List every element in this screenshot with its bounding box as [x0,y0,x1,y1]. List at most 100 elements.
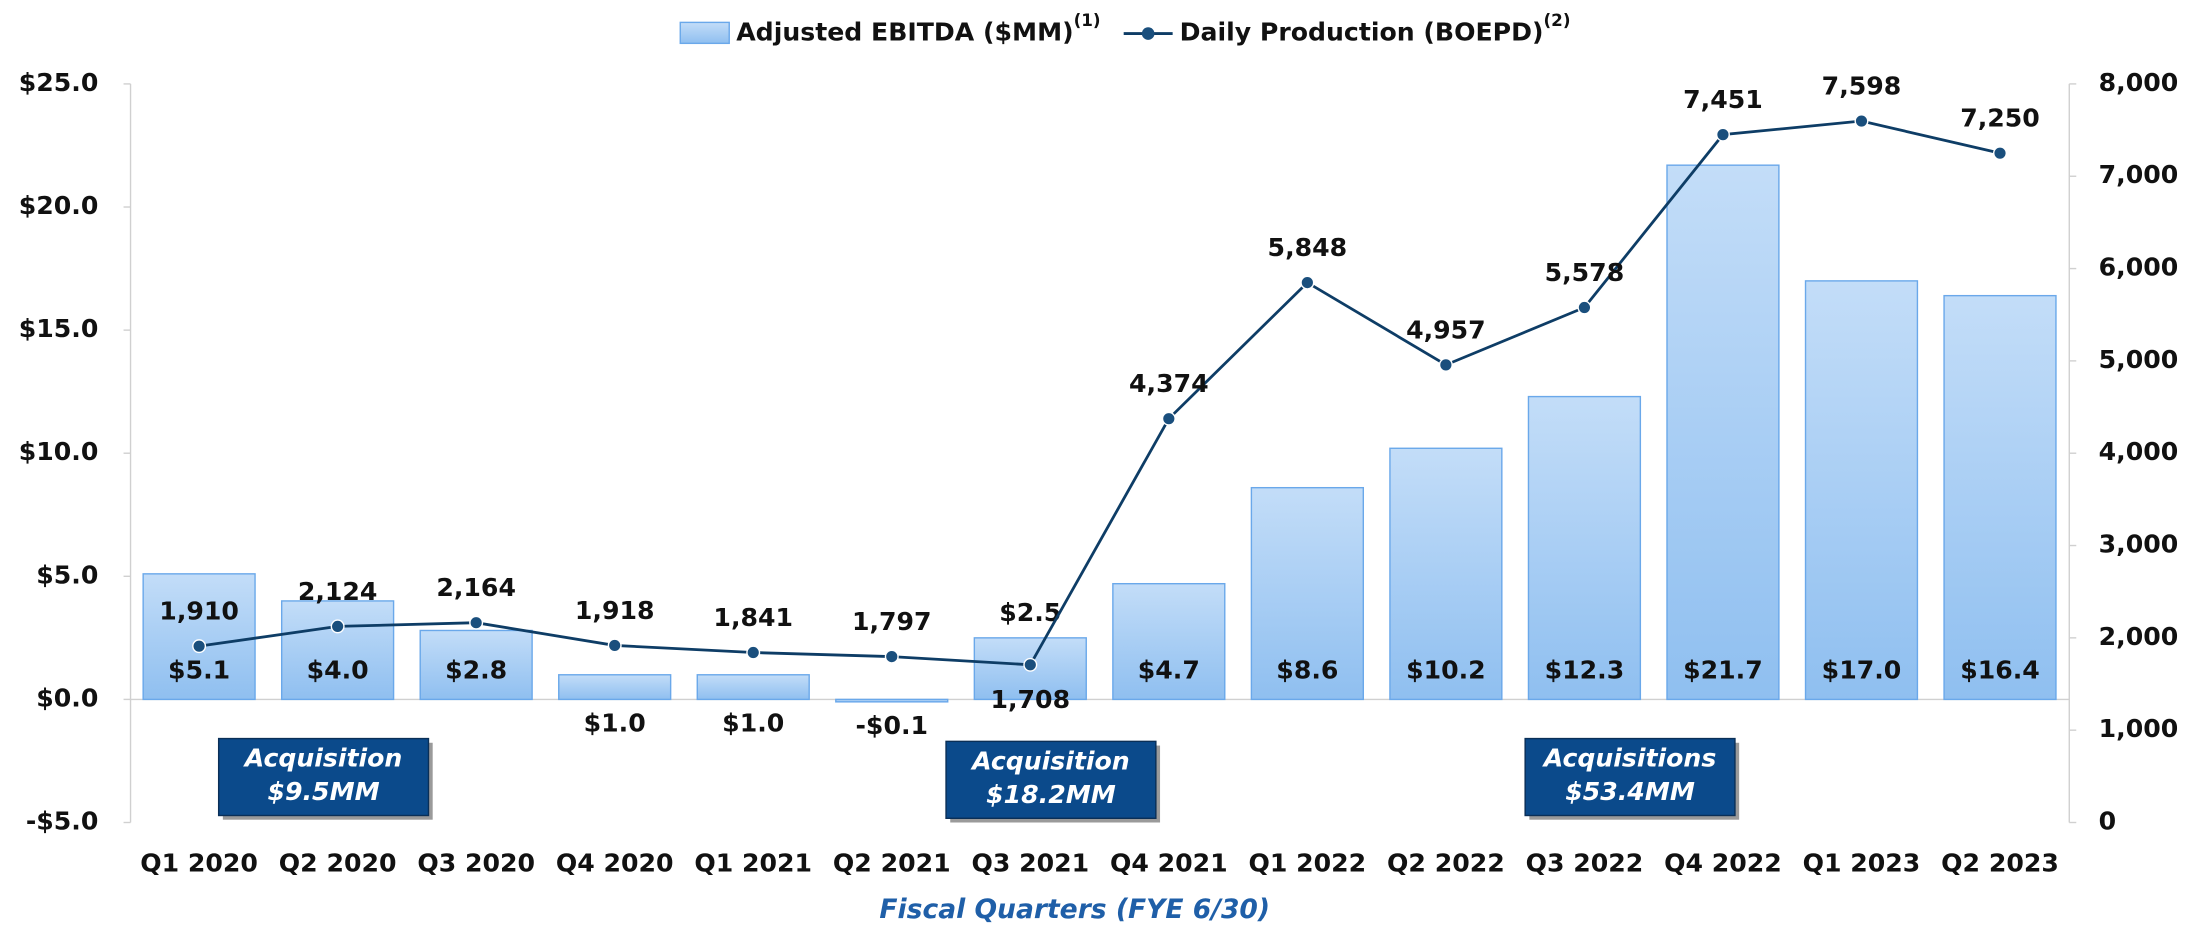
legend-name: Daily Production (BOEPD) [1180,18,1544,47]
line-value-label: 4,957 [1406,315,1486,344]
line-value-label: 7,451 [1683,85,1763,114]
production-marker [1715,127,1730,142]
annotation-text: Acquisitions [1542,744,1717,773]
x-tick-label: Q2 2022 [1387,848,1505,877]
annotation-box [945,740,1157,819]
bar [1112,582,1226,701]
legend-superscript: (1) [1074,10,1101,30]
bar-value-label: $8.6 [1276,655,1338,684]
line-value-label: 1,910 [159,597,239,626]
bar-value-label: $21.7 [1683,655,1763,684]
y2-tick-label: 7,000 [2099,160,2179,189]
x-tick-label: Q1 2021 [694,848,812,877]
y2-tick-label: 8,000 [2099,68,2179,97]
bar [142,573,256,701]
x-tick-label: Q2 2023 [1941,848,2059,877]
bar-value-label: $1.0 [584,709,646,738]
bar-value-label: $1.0 [722,709,784,738]
annotation-box [217,737,430,817]
line-value-label: 1,797 [852,607,932,636]
y-tick-label: $15.0 [19,314,99,343]
x-tick-label: Q2 2020 [279,848,397,877]
bar-value-label: $12.3 [1545,655,1625,684]
y-tick-label: $25.0 [19,68,99,97]
production-marker [1300,275,1315,290]
production-marker [607,638,622,653]
bar-value-label: $10.2 [1406,655,1486,684]
y2-tick-label: 4,000 [2099,437,2179,466]
bar-value-label: $2.8 [445,655,507,684]
production-marker [1854,114,1869,129]
x-tick-label: Q3 2020 [417,848,535,877]
bar-value-label: -$0.1 [856,711,929,740]
x-axis-title: Fiscal Quarters (FYE 6/30) [879,894,1270,925]
bar-value-label: $2.5 [999,598,1061,627]
annotation-box [1524,737,1736,817]
line-value-label: 2,124 [298,577,378,606]
bar [1804,280,1919,701]
line-value-label: 7,250 [1960,104,2040,133]
production-marker [192,639,207,654]
bar-value-label: $4.7 [1138,655,1200,684]
bar [696,674,810,701]
x-tick-label: Q1 2023 [1803,848,1921,877]
legend-swatch [1141,27,1155,40]
annotation-text: $18.2MM [986,780,1116,809]
production-marker [884,649,899,664]
bar-value-label: $16.4 [1960,655,2040,684]
production-marker [330,619,345,634]
y-tick-label: $0.0 [36,683,98,712]
legend-label: Daily Production (BOEPD)(2) [1180,10,1571,47]
legend-name: Adjusted EBITDA ($MM) [736,18,1073,47]
line-value-label: 4,374 [1129,369,1209,398]
annotation-text: $9.5MM [268,777,380,806]
x-tick-label: Q1 2022 [1249,848,1367,877]
x-tick-label: Q4 2022 [1664,848,1782,877]
y2-tick-label: 0 [2099,806,2117,835]
x-tick-label: Q2 2021 [833,848,951,877]
line-value-label: 5,578 [1545,258,1625,287]
y-tick-label: $10.0 [19,437,99,466]
production-line [198,119,2001,667]
production-marker [1161,411,1176,426]
production-marker [1438,357,1453,372]
legend-label: Adjusted EBITDA ($MM)(1) [736,10,1100,47]
line-value-label: 1,841 [713,603,793,632]
line-value-label: 2,164 [436,573,516,602]
bar [280,600,395,701]
y-tick-label: $5.0 [36,560,98,589]
bar-value-label: $5.1 [168,655,230,684]
annotation-text: Acquisition [970,746,1130,775]
y2-tick-label: 5,000 [2099,345,2179,374]
line-value-label: 5,848 [1268,233,1348,262]
line-value-label: 1,918 [575,596,655,625]
line-value-label: 7,598 [1822,71,1902,100]
bar [835,698,949,703]
y2-tick-label: 3,000 [2099,530,2179,559]
bar [419,629,533,701]
production-marker [1577,300,1592,315]
y-tick-label: -$5.0 [26,806,99,835]
annotation-text: Acquisition [243,744,403,773]
bar [1943,294,2057,701]
production-marker [1023,657,1038,672]
production-marker [746,645,761,660]
legend-superscript: (2) [1544,10,1571,30]
x-tick-label: Q4 2020 [556,848,674,877]
bar [1527,395,1642,701]
y-tick-label: $20.0 [19,191,99,220]
bar [1666,164,1780,701]
bar-value-label: $17.0 [1822,655,1902,684]
bar [1250,486,1365,701]
y2-tick-label: 2,000 [2099,622,2179,651]
legend-swatch [679,21,730,45]
production-marker [469,615,484,630]
y2-tick-label: 1,000 [2099,714,2179,743]
bar [1389,447,1503,701]
annotation-text: $53.4MM [1565,777,1695,806]
x-tick-label: Q1 2020 [140,848,258,877]
x-tick-label: Q3 2021 [971,848,1089,877]
y2-tick-label: 6,000 [2099,253,2179,282]
